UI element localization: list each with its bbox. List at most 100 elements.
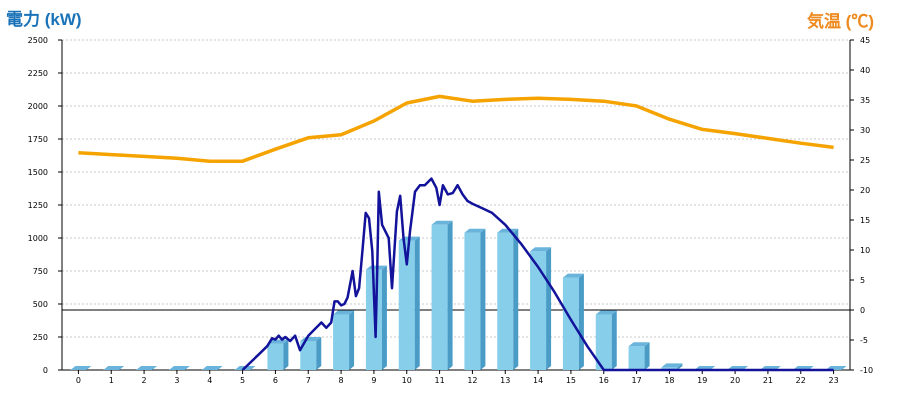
bar-face	[628, 346, 645, 370]
x-tick-label: 9	[371, 376, 376, 385]
bar	[497, 228, 519, 370]
x-tick-label: 0	[76, 376, 81, 385]
right-tick-label: 45	[860, 36, 870, 45]
x-tick-label: 7	[306, 376, 311, 385]
bar-top	[431, 220, 453, 225]
x-tick-label: 22	[796, 376, 806, 385]
bar-side	[349, 310, 355, 370]
bar-side	[414, 236, 420, 370]
bar-side	[578, 273, 584, 370]
bar	[661, 363, 683, 370]
right-tick-label: 30	[860, 126, 870, 135]
bar-side	[316, 336, 322, 370]
bar	[201, 366, 223, 370]
temperature-line	[78, 94, 834, 163]
right-tick-label: 40	[860, 66, 870, 75]
bar-face	[562, 277, 579, 370]
left-axis-title: 電力 (kW)	[6, 10, 82, 29]
bar-top	[201, 366, 223, 370]
left-tick-label: 1500	[28, 168, 48, 177]
left-tick-label: 500	[33, 300, 48, 309]
right-tick-label: -10	[860, 366, 873, 375]
bar	[431, 220, 453, 370]
bar	[168, 366, 190, 370]
bar-top	[103, 366, 125, 370]
right-axis-title: 気温 (℃)	[806, 12, 874, 31]
bar	[464, 228, 486, 370]
bar-side	[447, 220, 453, 370]
bar-face	[267, 343, 284, 370]
bar-top	[595, 310, 617, 315]
bar	[562, 273, 584, 370]
right-tick-label: 20	[860, 186, 870, 195]
bar-top	[168, 366, 190, 370]
x-tick-label: 23	[828, 376, 838, 385]
right-tick-label: 0	[860, 306, 865, 315]
bar-side	[513, 228, 519, 370]
right-tick-label: 25	[860, 156, 870, 165]
bar	[530, 247, 552, 370]
x-tick-label: 14	[533, 376, 543, 385]
bar-top	[267, 339, 289, 344]
left-tick-label: 2000	[28, 102, 48, 111]
bar	[136, 366, 158, 370]
bar	[398, 236, 420, 370]
x-tick-label: 18	[664, 376, 674, 385]
x-tick-label: 1	[109, 376, 114, 385]
bar-top	[136, 366, 158, 370]
bar-top	[661, 363, 683, 368]
bar-face	[661, 367, 678, 370]
x-tick-label: 11	[434, 376, 444, 385]
bar-top	[333, 310, 355, 315]
bar-top	[530, 247, 552, 252]
bar-side	[546, 247, 552, 370]
bar-face	[464, 232, 481, 370]
x-tick-label: 2	[142, 376, 147, 385]
x-tick-label: 16	[599, 376, 609, 385]
bar-side	[677, 363, 683, 370]
x-tick-label: 12	[467, 376, 477, 385]
left-tick-label: 0	[43, 366, 48, 375]
bar-side	[611, 310, 617, 370]
bar-side	[480, 228, 486, 370]
right-tick-label: -5	[860, 336, 868, 345]
right-tick-label: 35	[860, 96, 870, 105]
x-tick-label: 3	[174, 376, 179, 385]
x-tick-label: 5	[240, 376, 245, 385]
bar-face	[530, 251, 547, 370]
bar-side	[283, 339, 289, 370]
bar-top	[497, 228, 519, 233]
bar-side	[381, 265, 387, 370]
right-tick-label: 15	[860, 216, 870, 225]
left-tick-label: 2500	[28, 36, 48, 45]
bar-top	[562, 273, 584, 278]
right-tick-label: 10	[860, 246, 870, 255]
right-tick-label: 5	[860, 276, 865, 285]
bar	[70, 366, 92, 370]
x-tick-label: 20	[730, 376, 740, 385]
x-tick-label: 13	[500, 376, 510, 385]
bar-top	[464, 228, 486, 233]
left-tick-label: 250	[33, 333, 48, 342]
x-tick-label: 21	[763, 376, 773, 385]
x-tick-label: 6	[273, 376, 278, 385]
left-tick-label: 1250	[28, 201, 48, 210]
bar	[628, 342, 650, 370]
bar	[333, 310, 355, 370]
x-tick-label: 15	[566, 376, 576, 385]
bar	[267, 339, 289, 370]
left-tick-label: 750	[33, 267, 48, 276]
bar-face	[497, 232, 514, 370]
bar	[103, 366, 125, 370]
left-tick-label: 1000	[28, 234, 48, 243]
bar-face	[398, 240, 415, 370]
x-tick-label: 4	[207, 376, 212, 385]
bar-face	[333, 314, 350, 370]
bar-top	[628, 342, 650, 347]
x-tick-label: 8	[339, 376, 344, 385]
x-tick-label: 10	[402, 376, 412, 385]
bar-top	[70, 366, 92, 370]
bar-face	[431, 224, 448, 370]
bar-side	[644, 342, 650, 370]
